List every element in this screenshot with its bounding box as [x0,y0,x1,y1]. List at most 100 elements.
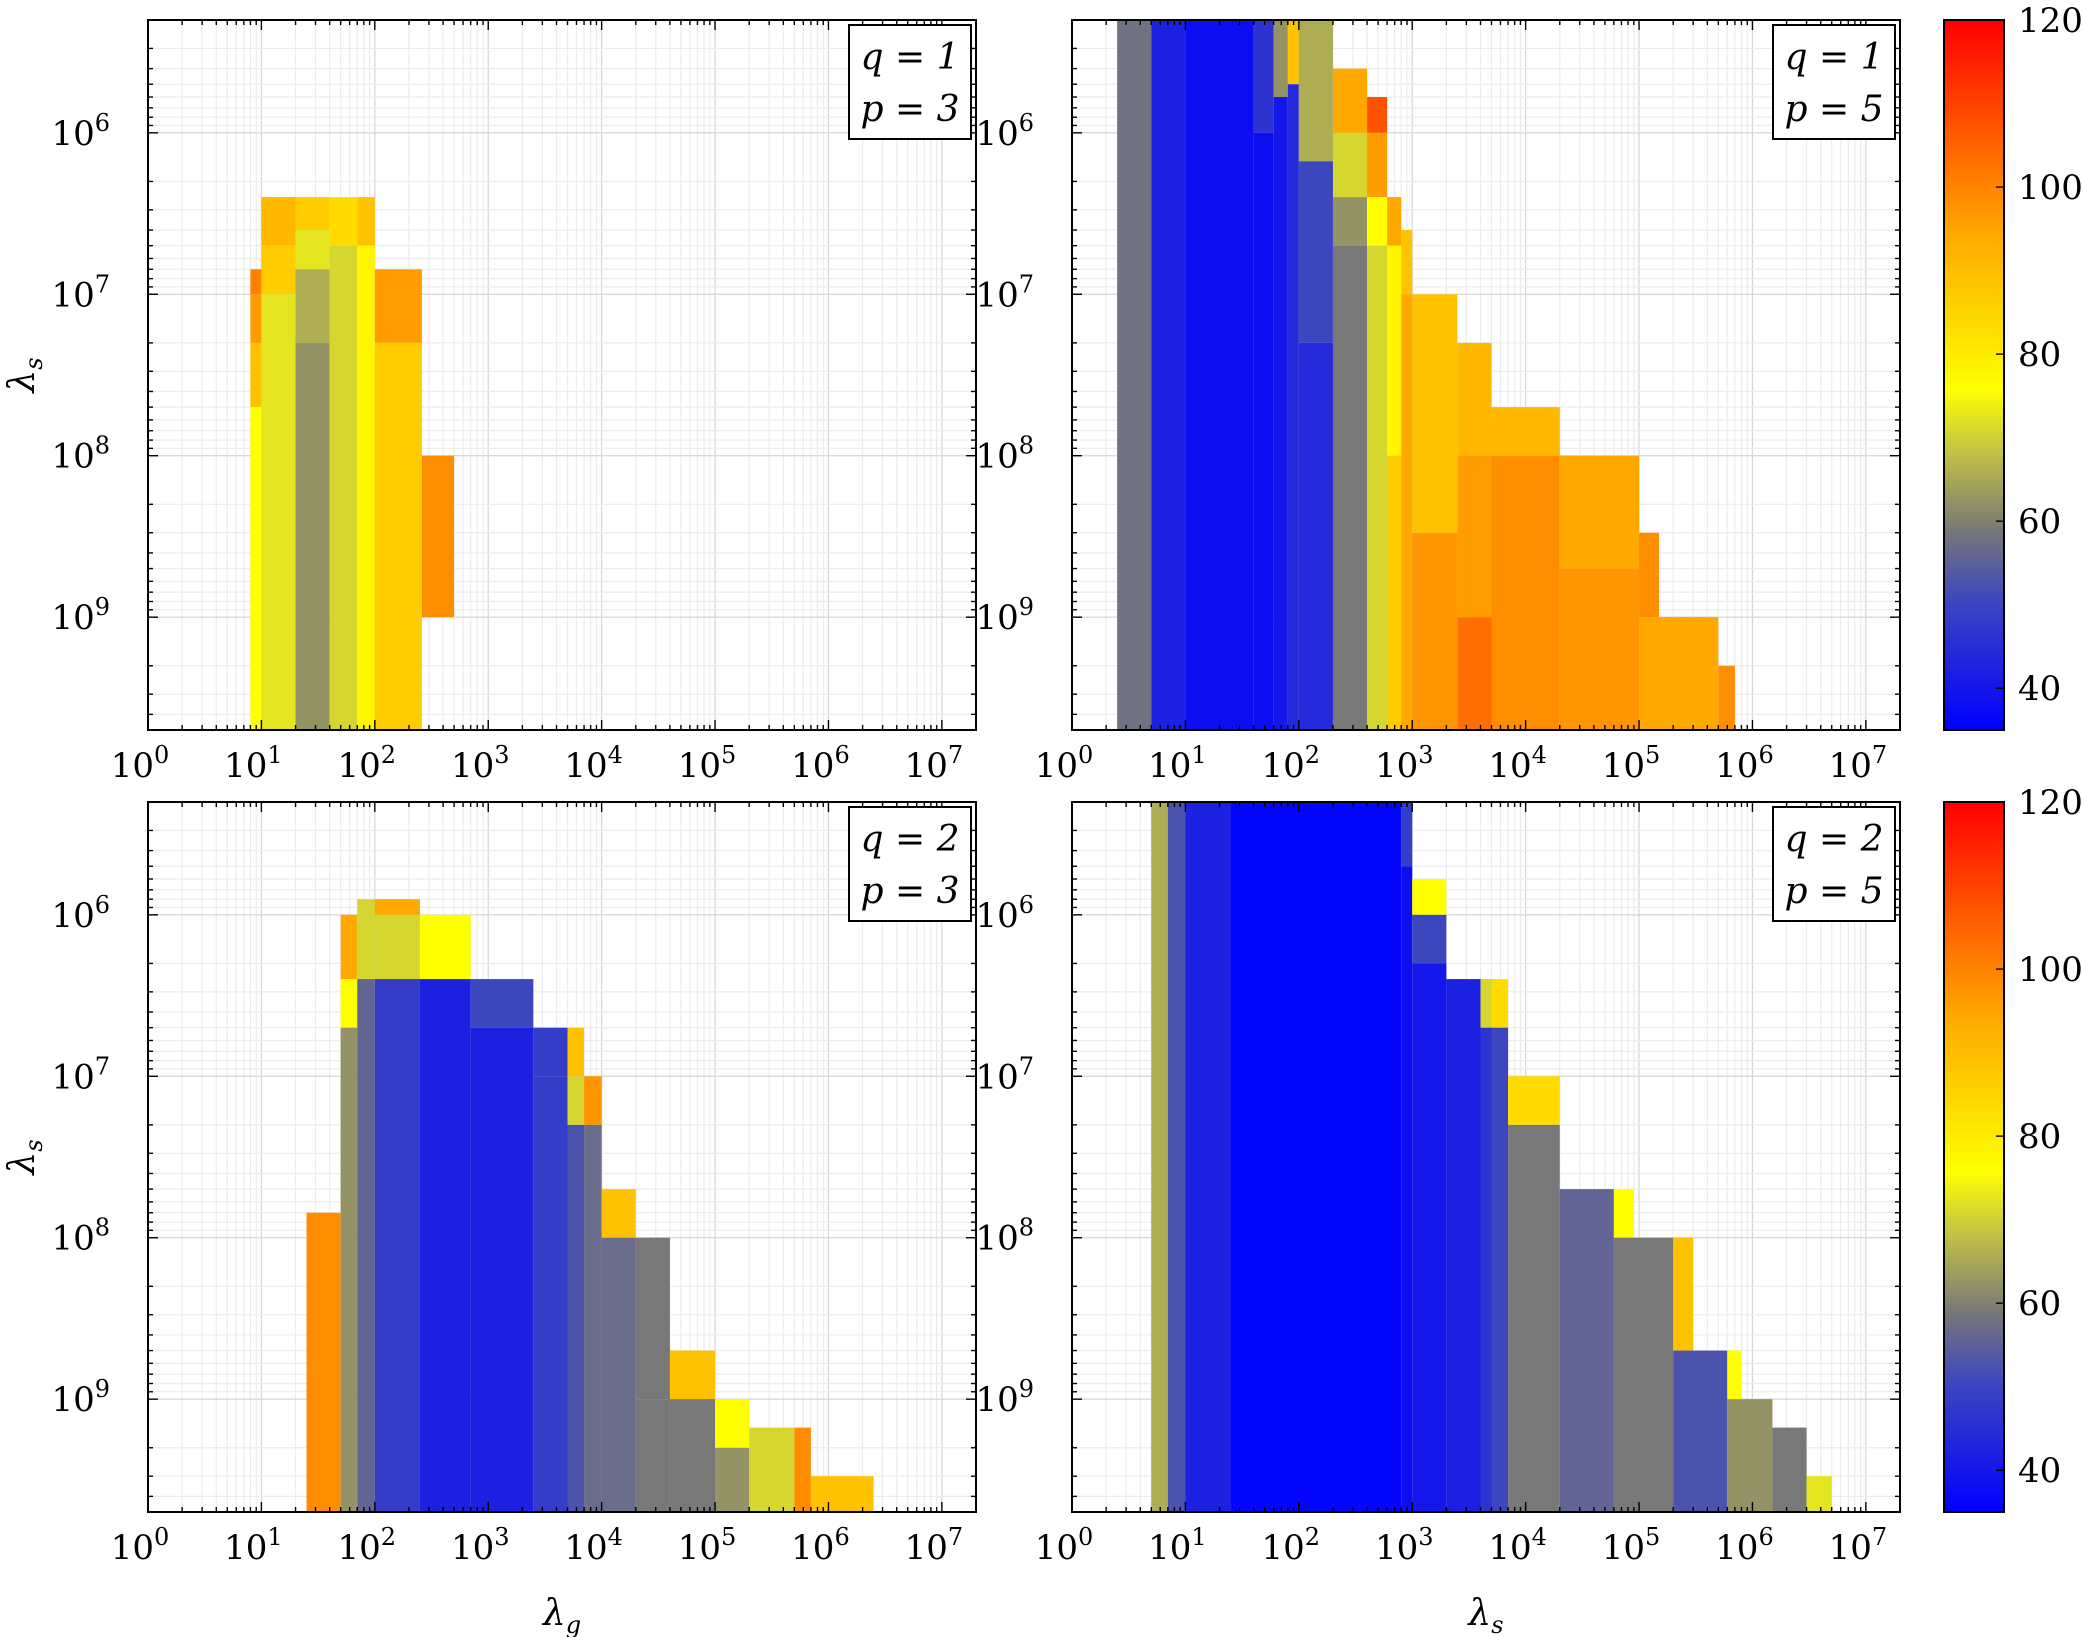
heatmap-cell [567,1027,585,1077]
heatmap-cell [1253,20,1274,133]
heatmap-cell [1367,245,1388,730]
legend-line: p = 3 [861,89,960,130]
heatmap-cell [1332,132,1368,198]
heatmap-cell [1457,455,1492,618]
heatmap-cell [340,979,358,1028]
y-tick-label: 108 [51,432,110,477]
heatmap-cell [1727,1399,1773,1512]
heatmap-cell [715,1399,750,1448]
heatmap-cell [1412,532,1458,730]
heatmap-cell [374,269,422,343]
y-tick-label: 106 [51,891,110,936]
y-tick-label: 108 [975,432,1034,477]
y-tick-label: 109 [975,1375,1034,1420]
heatmap-cell [306,1212,341,1512]
panel-top-right: 100 101 102 103 104 105 106 107 106 107 108 109 q = … [975,1,2082,786]
x-tick-label: 107 [1829,1523,1888,1568]
heatmap-cell [749,1427,795,1512]
x-tick-label: 101 [1148,1523,1207,1568]
axis-ticks [147,19,977,731]
heatmap-cell [1491,455,1560,730]
heatmap-cell [1412,963,1447,1512]
heatmap-cell [1287,84,1299,731]
heatmap-cell [1412,914,1447,964]
heatmap-cell [1151,802,1168,1512]
heatmap-cell [1491,979,1509,1028]
heatmap-cell [1298,161,1333,343]
heatmap-cell [357,899,375,980]
heatmap-cell [1401,294,1413,730]
y-tick-label: 109 [51,593,110,638]
heatmap-cell [1401,230,1413,295]
heatmap-cell [1332,197,1368,246]
heatmap-cell [1332,68,1368,133]
x-tick-label: 107 [905,741,964,786]
heatmap-cell [374,899,420,915]
heatmap-cell [1559,568,1640,730]
heatmap-cell [295,197,330,231]
x-tick-label: 101 [224,1523,283,1568]
x-tick-label: 104 [564,741,623,786]
heatmap-cell [250,342,262,408]
plot-frame [1071,19,1901,731]
heatmap-cell [250,294,262,343]
heatmap-cell [1480,979,1492,1028]
parameter-legend: q = 2 p = 3 [848,806,972,922]
heatmap-cell [715,1447,750,1512]
x-tick-label: 106 [791,1523,850,1568]
heatmap-cell [1446,979,1481,1512]
heatmap-cell [567,1076,585,1125]
x-tick-label: 102 [338,741,397,786]
plot-frame [147,19,977,731]
y-tick-label: 108 [51,1214,110,1259]
y-tick-label: 109 [975,593,1034,638]
heatmap-cell [533,1027,568,1077]
colorbar-tick-label: 100 [2018,168,2083,208]
x-tick-label: 105 [678,741,737,786]
heatmap-cell [635,1399,670,1512]
heatmap-cell [1491,407,1560,456]
heatmap-cell [1639,617,1719,730]
x-tick-label: 104 [1488,1523,1547,1568]
colorbar-tick-label: 60 [2018,502,2061,542]
heatmap-cell [1185,802,1231,1512]
colorbar-tick-label: 120 [2018,783,2083,823]
legend-line: q = 2 [861,819,960,860]
heatmap-cell [1401,802,1413,867]
heatmap-cell [601,1237,636,1512]
plot-frame [147,801,977,1513]
colorbar: 40 60 80 100 120 [1943,1,2083,731]
parameter-legend: q = 1 p = 3 [848,24,972,140]
heatmap-cell [357,245,375,730]
heatmap-cell [329,197,358,246]
heatmap-cell [1480,1027,1492,1512]
heatmap-cell [374,914,420,980]
heatmap-cell [1559,455,1640,569]
heatmap-cell [1491,1027,1509,1512]
heatmap-cell [567,1124,585,1512]
heatmap-cell [1772,1427,1807,1512]
heatmap-cell [261,245,296,295]
heatmap-cell [421,455,455,618]
heatmap-cell [1332,245,1368,730]
heatmap-cell [810,1476,874,1512]
heatmap-cell [1185,20,1254,730]
axis-ticks [147,801,977,1513]
x-tick-label: 107 [1829,741,1888,786]
heatmap-cell [1639,532,1660,618]
y-tick-label: 108 [975,1214,1034,1259]
y-tick-label: 107 [51,1052,110,1097]
heatmap-cell [1298,20,1333,162]
x-tick-label: 104 [1488,741,1547,786]
heatmap-cell [295,342,330,730]
x-tick-label: 102 [1262,1523,1321,1568]
heatmap-cell [1367,97,1388,133]
y-tick-label: 106 [975,891,1034,936]
x-tick-label: 104 [564,1523,623,1568]
legend-line: p = 3 [861,871,960,912]
heatmap-cell [1298,342,1333,730]
heatmap-cell [419,979,471,1512]
heatmap-cell [1508,1124,1560,1512]
heatmap-cell [1412,879,1447,915]
